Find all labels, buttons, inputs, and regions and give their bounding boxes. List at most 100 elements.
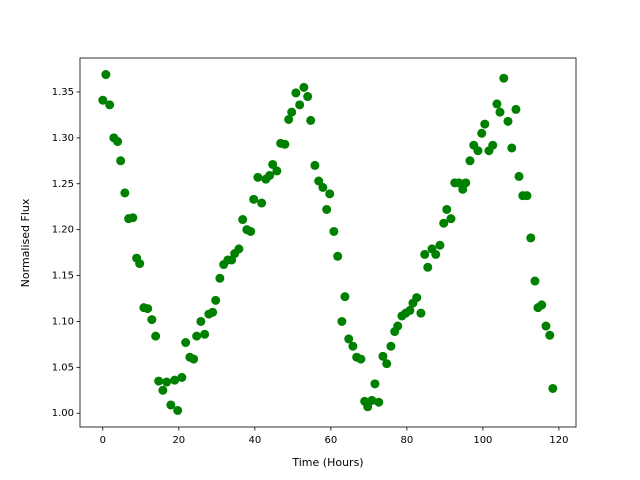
point: [507, 143, 517, 153]
point: [192, 331, 202, 341]
point: [257, 198, 267, 208]
point: [370, 379, 380, 389]
point: [442, 204, 452, 214]
point: [200, 329, 210, 339]
point: [98, 95, 108, 105]
point: [135, 259, 145, 269]
point: [189, 354, 199, 364]
point: [348, 341, 358, 351]
x-tick-label: 120: [549, 435, 568, 446]
point: [492, 99, 502, 109]
point: [526, 233, 536, 243]
x-tick-label: 20: [172, 435, 185, 446]
point: [480, 119, 490, 129]
point: [393, 321, 403, 331]
point: [423, 262, 433, 272]
point: [322, 204, 332, 214]
point: [329, 226, 339, 236]
point: [151, 331, 161, 341]
point: [420, 249, 430, 259]
point: [306, 115, 316, 125]
point: [113, 137, 123, 147]
point: [439, 218, 449, 228]
point: [284, 115, 294, 124]
point: [173, 405, 183, 415]
y-tick-label: 1.20: [52, 225, 74, 236]
point: [105, 100, 115, 110]
point: [196, 316, 206, 326]
point: [530, 276, 540, 286]
point: [374, 397, 384, 407]
point: [522, 191, 532, 201]
point: [431, 249, 441, 259]
point: [503, 116, 513, 126]
point: [272, 166, 282, 176]
point: [446, 214, 456, 224]
y-tick-label: 1.00: [52, 408, 74, 419]
point: [405, 305, 415, 315]
point: [280, 139, 290, 149]
point: [435, 240, 445, 250]
y-tick-label: 1.05: [52, 362, 74, 373]
point: [314, 176, 324, 186]
point: [128, 213, 138, 223]
point: [488, 140, 498, 150]
point: [548, 383, 558, 393]
y-tick-label: 1.30: [52, 133, 74, 144]
point: [356, 354, 366, 364]
point: [177, 372, 187, 382]
point: [465, 156, 475, 166]
point: [147, 315, 157, 325]
x-tick-label: 100: [473, 435, 492, 446]
point: [215, 273, 225, 283]
point: [325, 189, 335, 199]
point: [333, 251, 343, 261]
point: [268, 159, 278, 169]
point: [378, 351, 388, 361]
point: [181, 338, 191, 348]
point: [246, 226, 256, 236]
point: [162, 377, 172, 387]
point: [238, 215, 248, 225]
point: [344, 334, 354, 344]
point: [287, 107, 297, 117]
x-tick-label: 80: [400, 435, 413, 446]
point: [120, 188, 130, 198]
point: [337, 316, 347, 326]
y-tick-label: 1.25: [52, 179, 74, 190]
point: [303, 92, 313, 102]
point: [541, 321, 551, 331]
point: [495, 107, 505, 117]
point: [249, 194, 259, 204]
point: [386, 341, 396, 351]
point: [514, 171, 524, 181]
point: [477, 128, 487, 138]
point: [116, 156, 126, 166]
point: [170, 375, 180, 385]
point: [340, 292, 350, 302]
y-tick-label: 1.10: [52, 316, 74, 327]
point: [412, 293, 422, 303]
x-tick-label: 0: [100, 435, 106, 446]
y-tick-label: 1.15: [52, 271, 74, 282]
point: [295, 100, 305, 110]
point: [473, 146, 483, 156]
point: [318, 182, 328, 192]
point: [291, 88, 301, 98]
plot-frame: [79, 57, 577, 428]
point: [367, 395, 377, 405]
point: [158, 385, 168, 395]
point: [234, 244, 244, 254]
point: [511, 104, 521, 114]
x-tick-label: 60: [324, 435, 337, 446]
point: [143, 304, 153, 314]
point: [363, 402, 373, 412]
point: [154, 376, 164, 386]
point: [211, 295, 221, 305]
x-axis-label: Time (Hours): [291, 456, 363, 469]
point: [545, 330, 555, 340]
y-tick-label: 1.35: [52, 87, 74, 98]
